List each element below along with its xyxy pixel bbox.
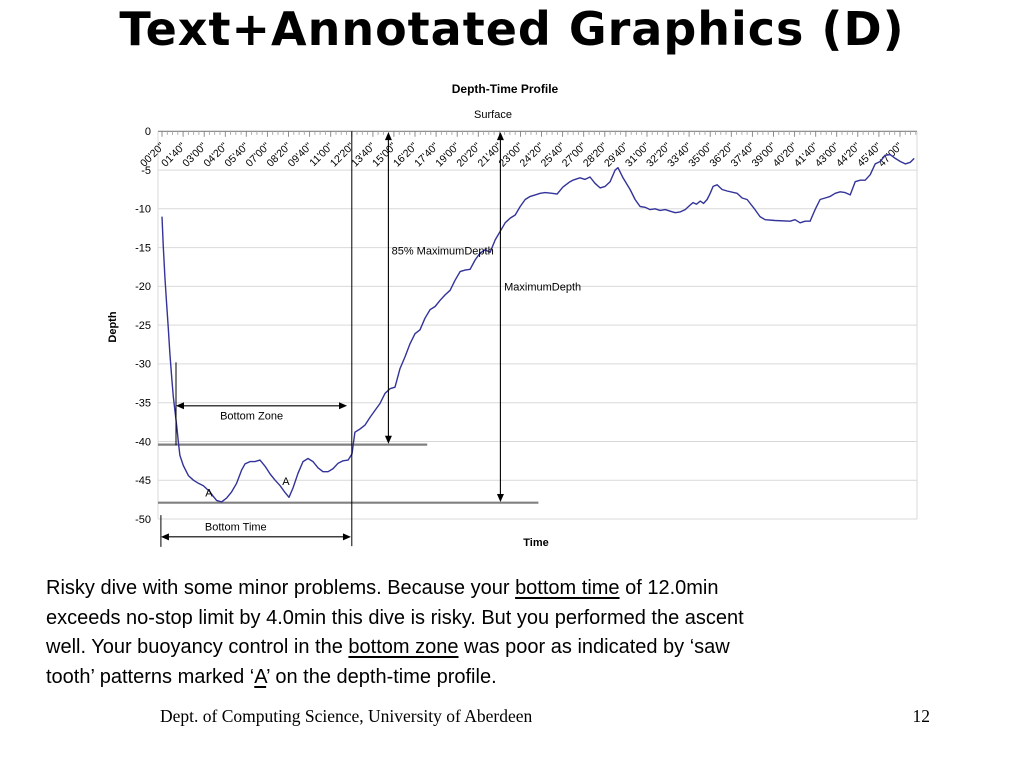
- depth-time-profile-chart: 0 -5 -10 -15 -20 -25 -30 -35 -40 -45 -50 00'20" 01'4…: [107, 82, 918, 549]
- depth-profile-curve: [161, 153, 915, 503]
- x-tick-label: 09'40": [286, 140, 315, 169]
- arrowhead-left: [160, 533, 169, 541]
- y-tick-label: 0: [145, 126, 151, 138]
- arrowhead-left: [175, 402, 184, 410]
- y-tick-label: -35: [135, 398, 151, 410]
- arrowhead-up: [496, 132, 504, 141]
- footer-affiliation: Dept. of Computing Science, University o…: [160, 706, 533, 726]
- y-tick-label: -5: [141, 165, 151, 177]
- text-segment: of 12.0min: [619, 577, 719, 599]
- page-number: 12: [912, 706, 931, 726]
- arrowhead-up: [384, 132, 392, 141]
- chart-title: Depth-Time Profile: [452, 82, 559, 96]
- y-tick-label: -20: [135, 281, 151, 293]
- arrowhead-right: [342, 533, 351, 541]
- y-axis-title: Depth: [107, 311, 119, 342]
- underlined-term: bottom time: [515, 577, 620, 599]
- arrowhead-down: [496, 493, 504, 502]
- text-segment: tooth’ patterns marked ‘: [46, 665, 255, 688]
- slide-title: Text+Annotated Graphics (D): [119, 2, 905, 56]
- text-segment: exceeds no-stop limit by 4.0min this div…: [46, 606, 744, 629]
- text-segment: Risky dive with some minor problems. Bec…: [46, 577, 516, 599]
- y-tick-label: -25: [135, 320, 151, 332]
- y-tick-label: -45: [135, 475, 151, 487]
- y-tick-label: -40: [135, 436, 151, 448]
- y-tick-label: -10: [135, 204, 151, 216]
- x-axis-title: Time: [523, 537, 548, 549]
- y-tick-label: -50: [135, 514, 151, 526]
- maximum-depth-arrow-label: MaximumDepth: [504, 281, 581, 293]
- chart-svg: 0-5-10-15-20-25-30-35-40-45-5000'20"01'4…: [107, 82, 918, 549]
- saw-tooth-marker-label: A: [282, 476, 290, 488]
- text-segment: ’ on the depth-time profile.: [266, 665, 497, 688]
- underlined-term: bottom zone: [348, 636, 459, 658]
- bottom-zone-span-label: Bottom Zone: [220, 411, 283, 423]
- arrowhead-right: [339, 402, 348, 410]
- underlined-term: A: [254, 665, 267, 688]
- dive-summary-text: Risky dive with some minor problems. Bec…: [46, 574, 991, 692]
- surface-label: Surface: [474, 109, 512, 121]
- bottom-time-span-label: Bottom Time: [205, 522, 267, 534]
- text-segment: well. Your buoyancy control in the: [46, 636, 349, 658]
- y-tick-label: -30: [135, 359, 151, 371]
- arrowhead-down: [384, 435, 392, 444]
- text-segment: was poor as indicated by ‘saw: [458, 636, 730, 658]
- saw-tooth-marker-label: A: [205, 488, 213, 500]
- y-tick-label: -15: [135, 242, 151, 254]
- pct85-maximum-depth-arrow-label: 85% MaximumDepth: [392, 246, 494, 258]
